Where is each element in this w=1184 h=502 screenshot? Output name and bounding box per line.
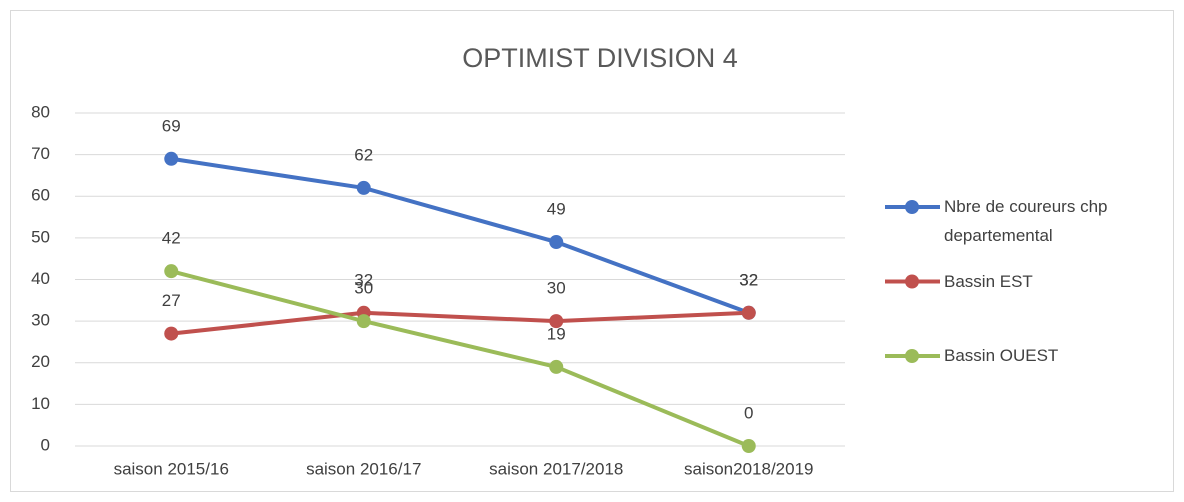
y-tick-label: 10 bbox=[31, 394, 50, 413]
legend-label: Bassin EST bbox=[944, 271, 1033, 291]
y-tick-label: 0 bbox=[41, 435, 50, 454]
y-tick-label: 30 bbox=[31, 311, 50, 330]
legend-marker bbox=[905, 349, 919, 363]
data-label: 27 bbox=[162, 291, 181, 310]
series-line bbox=[171, 310, 749, 336]
data-label: 32 bbox=[739, 270, 758, 289]
data-label: 30 bbox=[547, 279, 566, 298]
legend-marker bbox=[905, 200, 919, 214]
data-point bbox=[356, 314, 371, 329]
data-point bbox=[356, 180, 371, 195]
y-tick-label: 80 bbox=[31, 102, 50, 121]
y-tick-label: 70 bbox=[31, 144, 50, 163]
data-point bbox=[549, 235, 564, 250]
data-point bbox=[549, 359, 564, 374]
y-tick-label: 50 bbox=[31, 227, 50, 246]
y-tick-label: 20 bbox=[31, 352, 50, 371]
series-line bbox=[170, 156, 750, 315]
data-point bbox=[164, 264, 179, 279]
data-label: 19 bbox=[547, 324, 566, 343]
data-label: 32 bbox=[354, 270, 373, 289]
legend-marker bbox=[905, 274, 919, 289]
x-tick-label: saison 2016/17 bbox=[306, 459, 421, 478]
data-point bbox=[741, 439, 756, 453]
legend-label: Bassin OUEST bbox=[944, 346, 1059, 365]
legend-label: Nbre de coureurs chp departemental bbox=[944, 197, 1108, 245]
series-line bbox=[170, 269, 750, 448]
data-label: 62 bbox=[354, 145, 373, 164]
data-label: 49 bbox=[547, 200, 566, 219]
data-point bbox=[741, 305, 756, 320]
data-point bbox=[164, 326, 179, 341]
chart-title: OPTIMIST DIVISION 4 bbox=[462, 43, 738, 73]
chart-border bbox=[10, 10, 1174, 492]
data-label: 30 bbox=[354, 279, 373, 298]
data-point bbox=[549, 314, 564, 329]
x-tick-label: saison2018/2019 bbox=[684, 459, 814, 478]
data-point bbox=[164, 151, 179, 166]
data-label: 69 bbox=[162, 116, 181, 135]
data-label: 0 bbox=[744, 403, 753, 422]
x-tick-label: saison 2017/2018 bbox=[489, 459, 623, 478]
data-label: 42 bbox=[162, 229, 181, 248]
y-tick-label: 40 bbox=[31, 269, 50, 288]
x-tick-label: saison 2015/16 bbox=[114, 459, 229, 478]
data-label: 32 bbox=[739, 270, 758, 289]
y-tick-label: 60 bbox=[31, 186, 50, 205]
